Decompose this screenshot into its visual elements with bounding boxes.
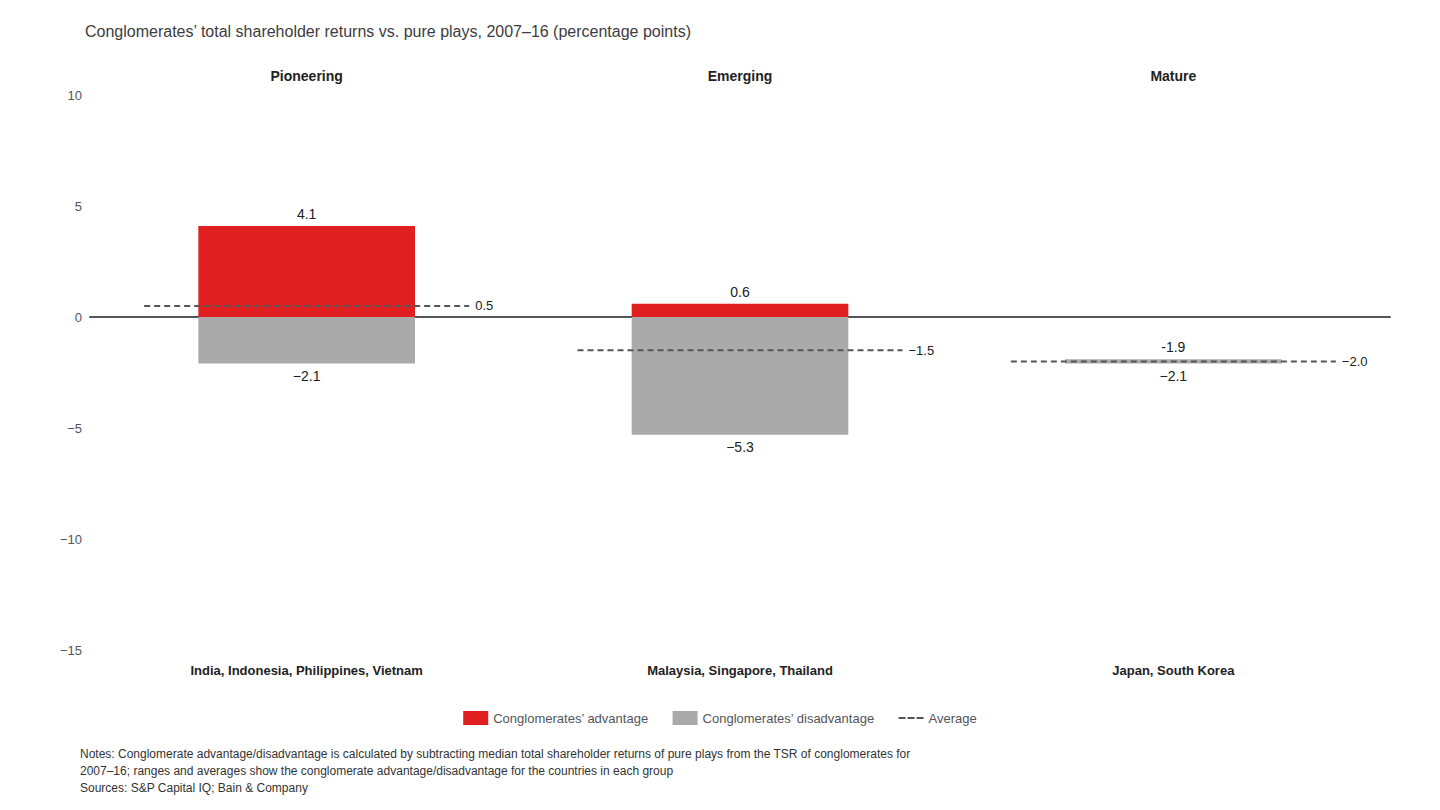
svg-text:Sources: S&P Capital IQ; Bain: Sources: S&P Capital IQ; Bain & Company [80, 781, 308, 795]
svg-text:Conglomerates’ total sharehold: Conglomerates’ total shareholder returns… [85, 23, 691, 40]
svg-text:Notes: Conglomerate advantage/: Notes: Conglomerate advantage/disadvanta… [80, 747, 910, 761]
svg-text:India, Indonesia, Philippines,: India, Indonesia, Philippines, Vietnam [190, 663, 422, 678]
svg-text:0.5: 0.5 [475, 298, 493, 313]
svg-text:Emerging: Emerging [708, 68, 773, 84]
svg-text:10: 10 [68, 88, 82, 103]
svg-text:−2.1: −2.1 [293, 368, 321, 384]
svg-text:−15: −15 [60, 643, 82, 658]
svg-text:−10: −10 [60, 532, 82, 547]
svg-text:Malaysia, Singapore, Thailand: Malaysia, Singapore, Thailand [647, 663, 833, 678]
svg-text:5: 5 [75, 199, 82, 214]
svg-text:Pioneering: Pioneering [270, 68, 342, 84]
svg-text:2007–16; ranges and averages s: 2007–16; ranges and averages show the co… [80, 764, 673, 778]
svg-text:Average: Average [929, 711, 977, 726]
svg-text:-1.9: -1.9 [1161, 339, 1185, 355]
svg-text:−1.5: −1.5 [909, 343, 935, 358]
svg-text:Mature: Mature [1150, 68, 1196, 84]
svg-text:Conglomerates’ advantage: Conglomerates’ advantage [493, 711, 648, 726]
svg-text:Japan, South Korea: Japan, South Korea [1112, 663, 1235, 678]
svg-text:4.1: 4.1 [297, 206, 317, 222]
svg-text:−2.1: −2.1 [1160, 368, 1188, 384]
svg-text:−5.3: −5.3 [726, 439, 754, 455]
svg-text:0: 0 [75, 310, 82, 325]
svg-text:−5: −5 [67, 421, 82, 436]
svg-text:0.6: 0.6 [730, 284, 750, 300]
svg-text:−2.0: −2.0 [1342, 354, 1368, 369]
svg-text:Conglomerates’ disadvantage: Conglomerates’ disadvantage [703, 711, 875, 726]
